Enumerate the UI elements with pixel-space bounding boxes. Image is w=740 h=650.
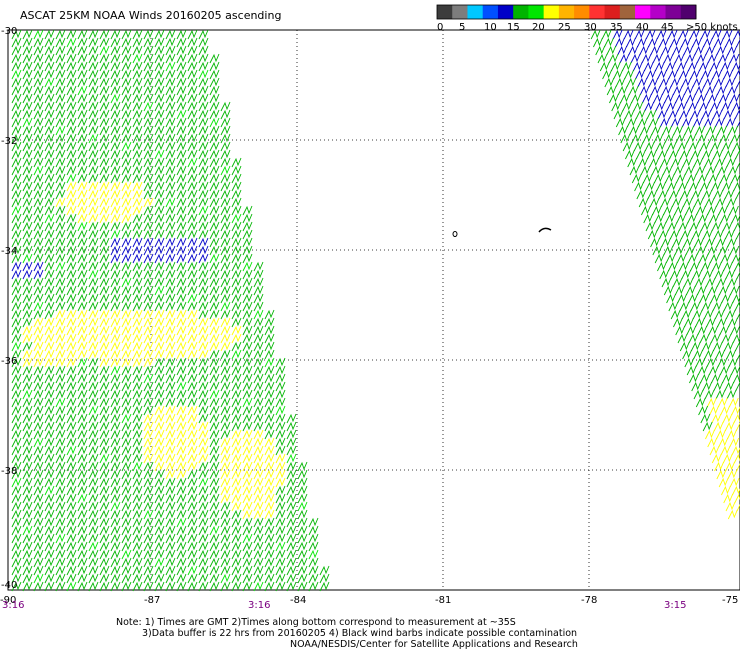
colorbar-labels: 0 5 10 15 20 25 30 35 40 45 >50 knots xyxy=(437,22,738,33)
colorbar-swatch xyxy=(574,5,590,19)
colorbar-swatch xyxy=(497,5,514,19)
colorbar-swatch xyxy=(558,5,575,19)
lon-label: -75 xyxy=(722,595,738,606)
pass-time-east: 3:15 xyxy=(664,600,687,611)
note-line-2: 3)Data buffer is 22 hrs from 20160205 4)… xyxy=(142,628,578,639)
colorbar-swatch xyxy=(482,5,499,19)
colorbar-label: 20 xyxy=(532,22,545,33)
lat-label: -30 xyxy=(1,26,17,37)
lon-label: -78 xyxy=(581,595,597,606)
colorbar-label: 25 xyxy=(558,22,571,33)
wind-barbs-west-swath xyxy=(11,29,330,592)
colorbar-swatch xyxy=(467,5,484,19)
lat-label: -34 xyxy=(1,246,17,257)
lat-labels: -30 -32 -34 -36 -38 -40 xyxy=(1,26,17,591)
colorbar-label: 35 xyxy=(610,22,623,33)
colorbar-swatch xyxy=(650,5,667,19)
colorbar xyxy=(436,4,697,20)
lat-label: -36 xyxy=(1,356,17,367)
colorbar-swatch xyxy=(543,5,560,19)
colorbar-swatch xyxy=(604,5,621,19)
colorbar-swatch xyxy=(665,5,682,19)
lat-label: -32 xyxy=(1,136,17,147)
colorbar-swatch xyxy=(589,5,606,19)
lon-label: -84 xyxy=(290,595,306,606)
colorbar-label: 0 xyxy=(437,22,443,33)
map-frame xyxy=(7,29,740,591)
colorbar-label: 10 xyxy=(484,22,497,33)
colorbar-swatch xyxy=(619,5,636,19)
pass-time-center: 3:16 xyxy=(248,600,271,611)
map-title: ASCAT 25KM NOAA Winds 20160205 ascending xyxy=(20,9,282,22)
colorbar-swatch xyxy=(437,5,453,19)
lon-label: -90 xyxy=(0,595,16,606)
colorbar-label: 15 xyxy=(507,22,520,33)
grid-lines xyxy=(8,30,740,590)
colorbar-label: 40 xyxy=(636,22,649,33)
colorbar-label: 45 xyxy=(661,22,674,33)
lon-label: -81 xyxy=(435,595,451,606)
colorbar-swatch xyxy=(452,5,468,19)
lon-label: -87 xyxy=(144,595,160,606)
lat-label: -38 xyxy=(1,466,17,477)
pass-time-west: 3:16 xyxy=(2,600,25,611)
islands xyxy=(452,227,552,237)
colorbar-label: 30 xyxy=(584,22,597,33)
lat-label: -40 xyxy=(1,580,17,591)
colorbar-label: >50 knots xyxy=(686,22,738,33)
colorbar-label: 5 xyxy=(459,22,465,33)
note-line-3: NOAA/NESDIS/Center for Satellite Applica… xyxy=(290,639,578,650)
colorbar-swatch xyxy=(635,5,651,19)
lon-labels: -90 -87 -84 -81 -78 -75 xyxy=(0,595,738,606)
note-line-1: Note: 1) Times are GMT 2)Times along bot… xyxy=(116,617,516,628)
colorbar-swatch xyxy=(528,5,545,19)
colorbar-swatch xyxy=(513,5,529,19)
colorbar-swatch xyxy=(680,5,697,19)
wind-barbs-east-swath xyxy=(590,29,740,520)
